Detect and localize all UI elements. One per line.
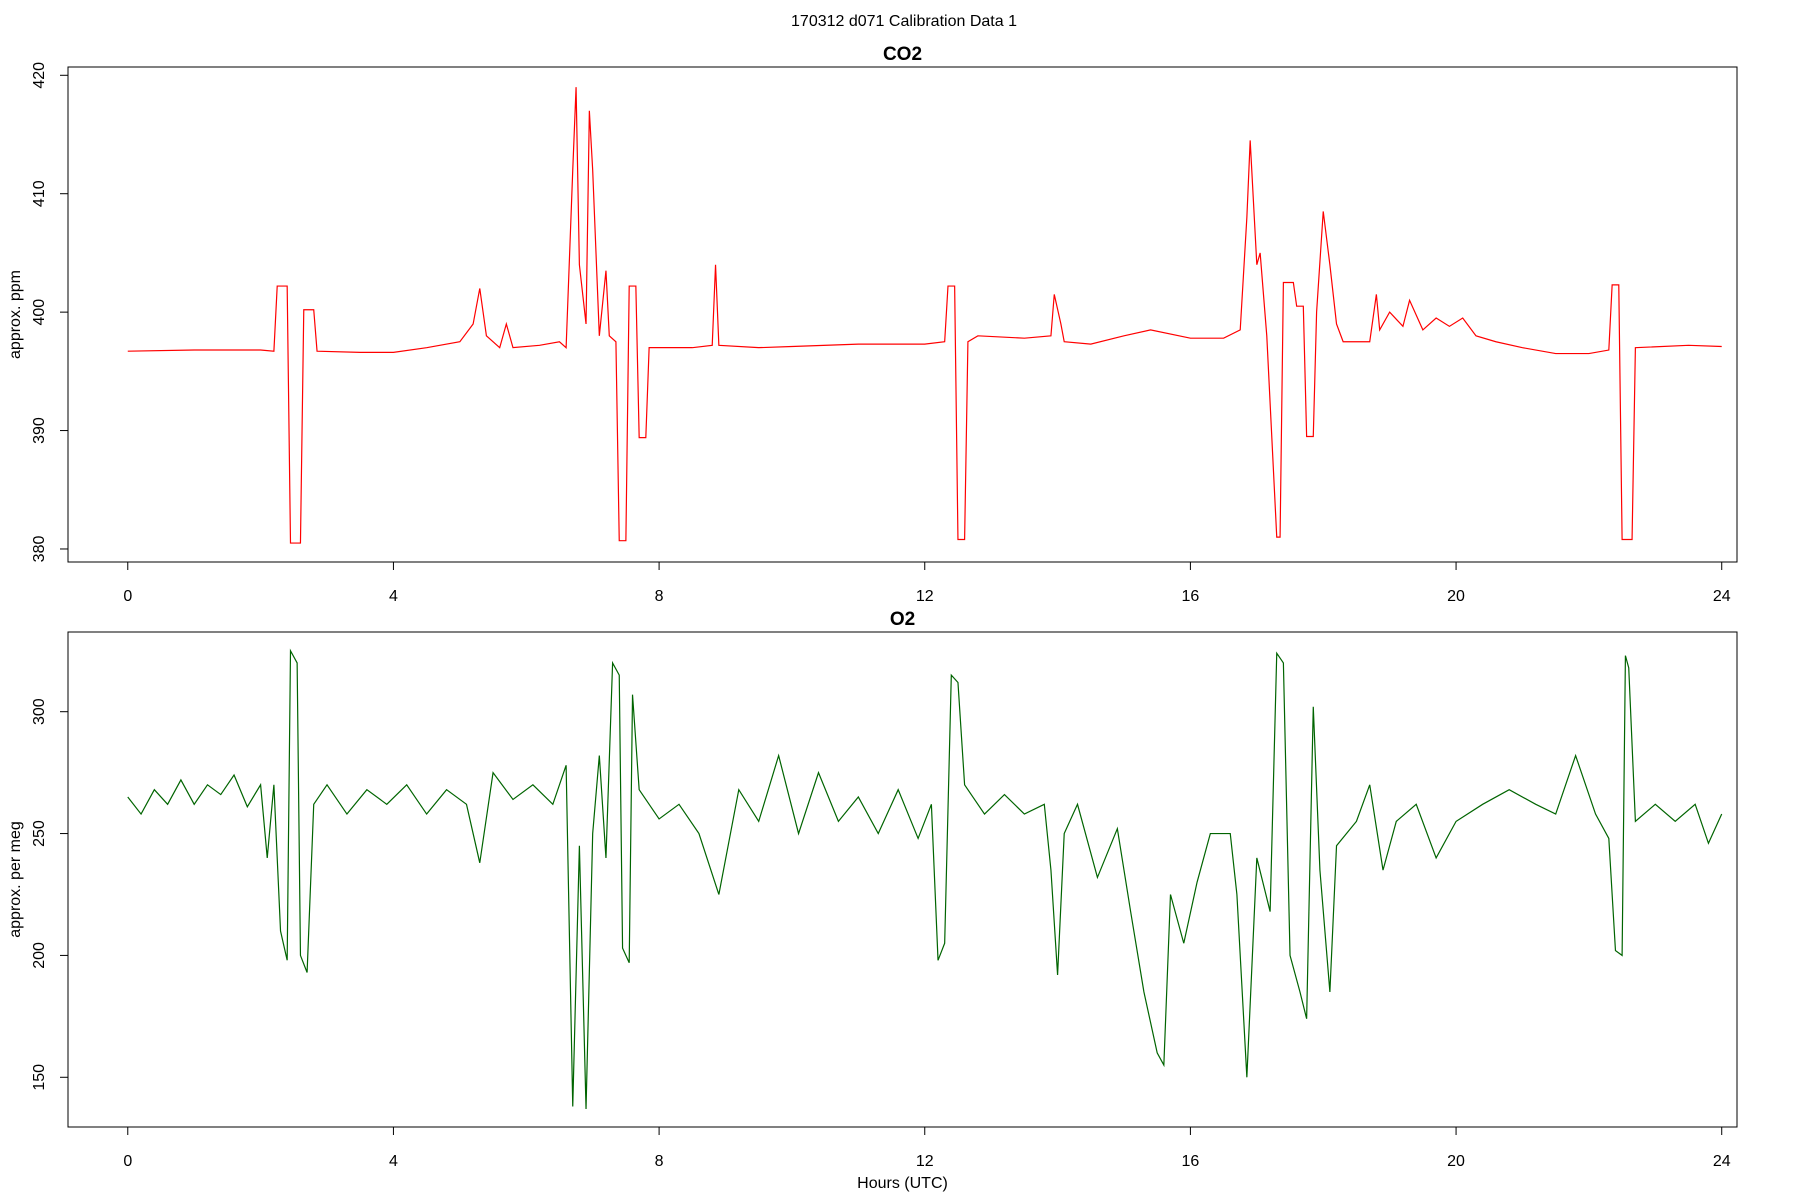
x-tick-label: 0: [123, 588, 132, 605]
data-line: [127, 87, 1722, 544]
x-axis-label: Hours (UTC): [857, 1175, 948, 1192]
x-tick-label: 12: [916, 588, 934, 605]
figure-title: 170312 d071 Calibration Data 1: [791, 13, 1017, 30]
y-axis-label: approx. ppm: [7, 270, 24, 359]
x-tick-label: 0: [123, 1153, 132, 1170]
x-tick-label: 24: [1713, 588, 1731, 605]
y-tick-label: 420: [31, 62, 48, 89]
y-tick-label: 400: [31, 299, 48, 326]
y-tick-label: 380: [31, 536, 48, 563]
data-line: [127, 648, 1723, 1109]
x-tick-label: 16: [1182, 588, 1200, 605]
x-tick-label: 12: [916, 1153, 934, 1170]
plot-box: [67, 631, 1738, 1128]
y-tick-label: 410: [31, 180, 48, 207]
plot-box: [67, 66, 1738, 563]
x-tick-label: 20: [1447, 588, 1465, 605]
x-tick-label: 16: [1182, 1153, 1200, 1170]
x-tick-label: 8: [655, 1153, 664, 1170]
y-axis-label: approx. per meg: [7, 821, 24, 938]
x-tick-label: 4: [389, 588, 398, 605]
y-tick-label: 250: [31, 820, 48, 847]
chart-title: CO2: [883, 44, 922, 65]
y-tick-label: 200: [31, 942, 48, 969]
y-tick-label: 150: [31, 1064, 48, 1091]
x-tick-label: 8: [655, 588, 664, 605]
y-tick-label: 390: [31, 417, 48, 444]
x-tick-label: 20: [1447, 1153, 1465, 1170]
y-tick-label: 300: [31, 698, 48, 725]
x-tick-label: 24: [1713, 1153, 1731, 1170]
chart-title: O2: [890, 609, 915, 630]
x-tick-label: 4: [389, 1153, 398, 1170]
